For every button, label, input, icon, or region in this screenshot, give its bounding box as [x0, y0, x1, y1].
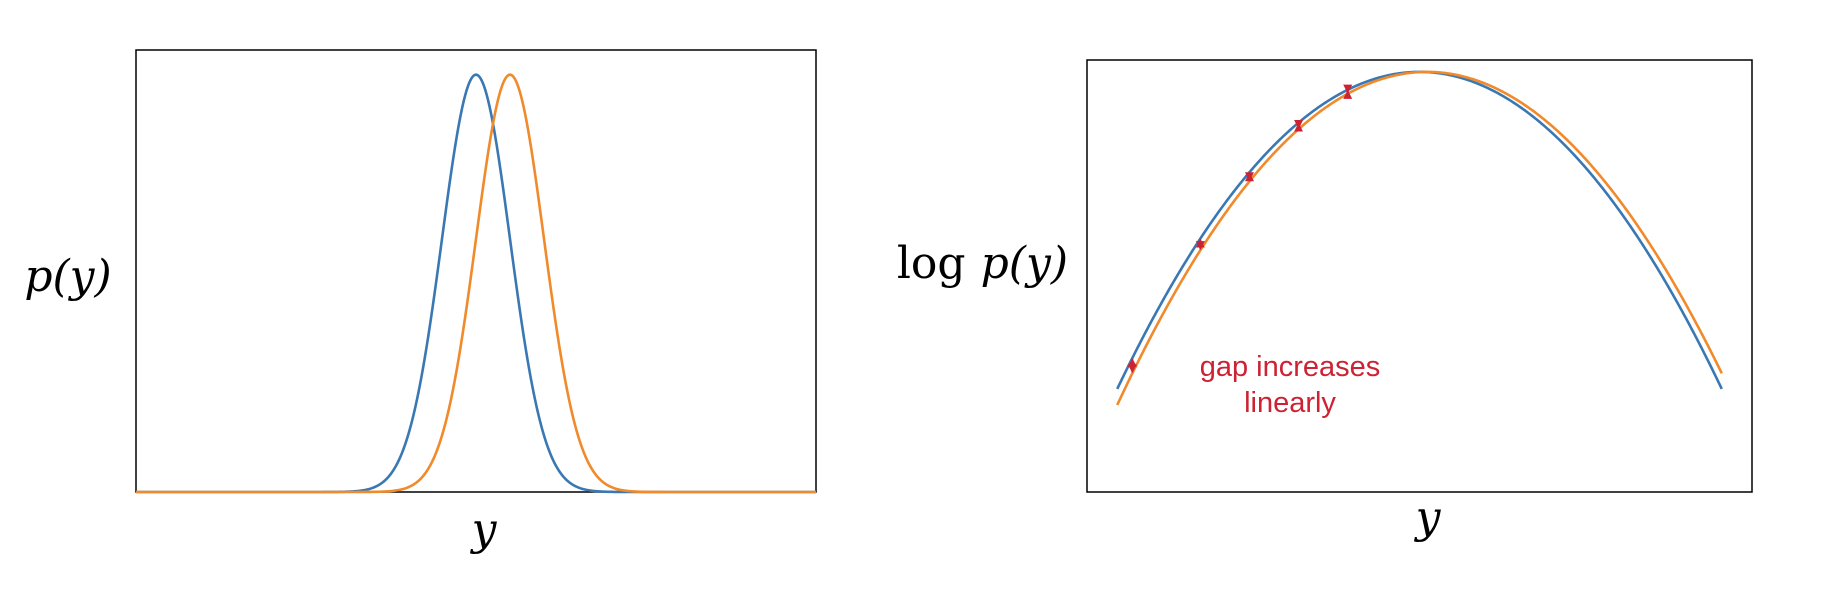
right-y-axis-label: log p(y) — [897, 238, 1068, 289]
right-y-axis-label-prefix: log — [897, 238, 966, 289]
right-series-blue-line — [1116, 70, 1723, 390]
right-y-axis-label-main: p(y) — [981, 238, 1068, 289]
left-series-blue-line — [136, 73, 816, 494]
right-series-orange-line — [1116, 70, 1723, 406]
gap-arrows-group — [1127, 84, 1353, 374]
right-plot-frame — [1086, 59, 1753, 493]
left-chart: p(y) y — [24, 49, 817, 555]
right-x-axis-label: y — [1414, 492, 1442, 543]
left-series-orange-line — [136, 73, 816, 494]
left-y-axis-label: p(y) — [24, 251, 111, 302]
left-x-axis-label: y — [470, 504, 498, 555]
left-plot-frame — [135, 49, 817, 493]
annotation-line-2: linearly — [1244, 387, 1336, 419]
annotation-line-1: gap increases — [1200, 351, 1381, 383]
right-chart: log p(y) y gap increases linearly — [897, 59, 1753, 543]
left-series-group — [136, 73, 816, 494]
right-series-group — [1116, 70, 1723, 406]
